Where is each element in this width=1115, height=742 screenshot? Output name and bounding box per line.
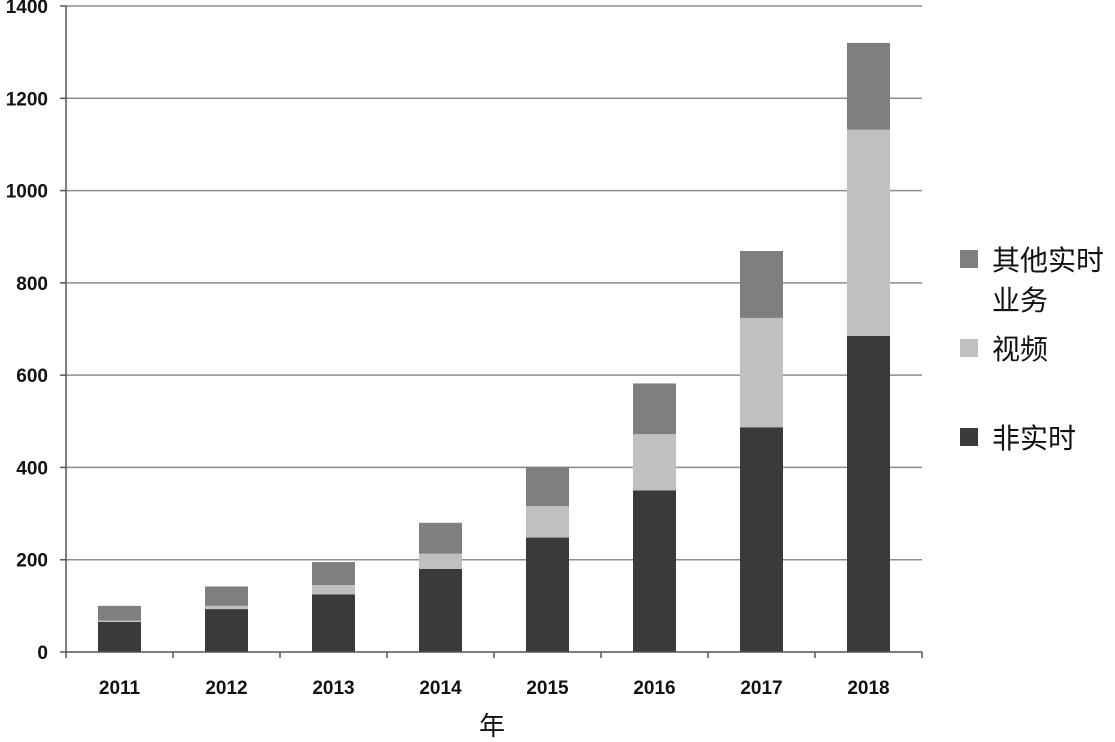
bar-non-realtime [633,490,676,652]
y-tick-label: 0 [37,643,48,664]
y-tick-label: 400 [16,458,48,479]
x-tick-label: 2014 [419,678,462,699]
legend-label-other-realtime: 其他实时 [992,244,1104,277]
legend-swatch-video [960,339,978,357]
bar-non-realtime [847,335,890,652]
y-tick-labels: 0 200 400 600 800 1000 1200 1400 [6,0,48,664]
x-tick-label: 2016 [633,678,675,699]
legend-label-video: 视频 [992,333,1048,366]
bar-non-realtime [526,537,569,652]
bar-other-realtime [847,42,890,130]
bar-other-realtime [205,586,248,606]
bar-video [633,434,676,491]
bar-video [98,620,141,623]
bar-non-realtime [205,609,248,652]
bar-video [526,506,569,538]
bar-video [205,605,248,610]
bar-other-realtime [526,466,569,507]
x-tick-label: 2017 [740,678,782,699]
y-tick-label: 1000 [6,182,48,203]
y-tick-label: 1200 [6,89,48,110]
legend-label-other-realtime: 业务 [992,284,1048,317]
bar-other-realtime [98,605,141,621]
bar-non-realtime [740,427,783,652]
axes [60,5,923,658]
x-tick-label: 2015 [526,678,569,699]
bar-other-realtime [312,562,355,586]
legend-swatch-non-realtime [960,428,978,446]
bar-video [419,553,462,569]
bar-video [740,317,783,428]
x-tick-label: 2018 [847,678,889,699]
bars [98,42,890,652]
y-tick-label: 600 [16,366,48,387]
y-tick-label: 200 [16,551,48,572]
x-tick-label: 2013 [312,678,354,699]
y-tick-label: 1400 [6,0,48,18]
bar-other-realtime [740,251,783,318]
bar-other-realtime [633,383,676,435]
bar-video [847,129,890,336]
bar-video [312,585,355,595]
gridlines [66,5,922,561]
x-axis-title: 年 [479,712,505,742]
legend-label-non-realtime: 非实时 [992,422,1076,455]
y-tick-label: 800 [16,274,48,295]
x-tick-label: 2012 [205,678,247,699]
bar-non-realtime [98,622,141,652]
legend-swatch-other-realtime [960,250,978,268]
bar-non-realtime [419,568,462,652]
x-tick-labels: 2011 2012 2013 2014 2015 2016 2017 2018 [99,678,890,699]
bar-non-realtime [312,594,355,652]
x-tick-label: 2011 [99,678,141,699]
bar-other-realtime [419,522,462,554]
